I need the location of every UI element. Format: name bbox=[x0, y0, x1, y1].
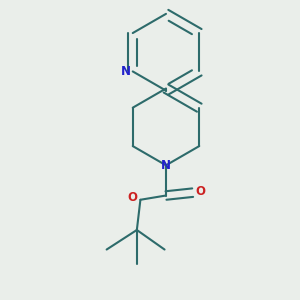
Text: N: N bbox=[121, 65, 131, 78]
Text: O: O bbox=[196, 185, 206, 198]
Text: N: N bbox=[161, 159, 171, 172]
Text: O: O bbox=[128, 191, 138, 205]
